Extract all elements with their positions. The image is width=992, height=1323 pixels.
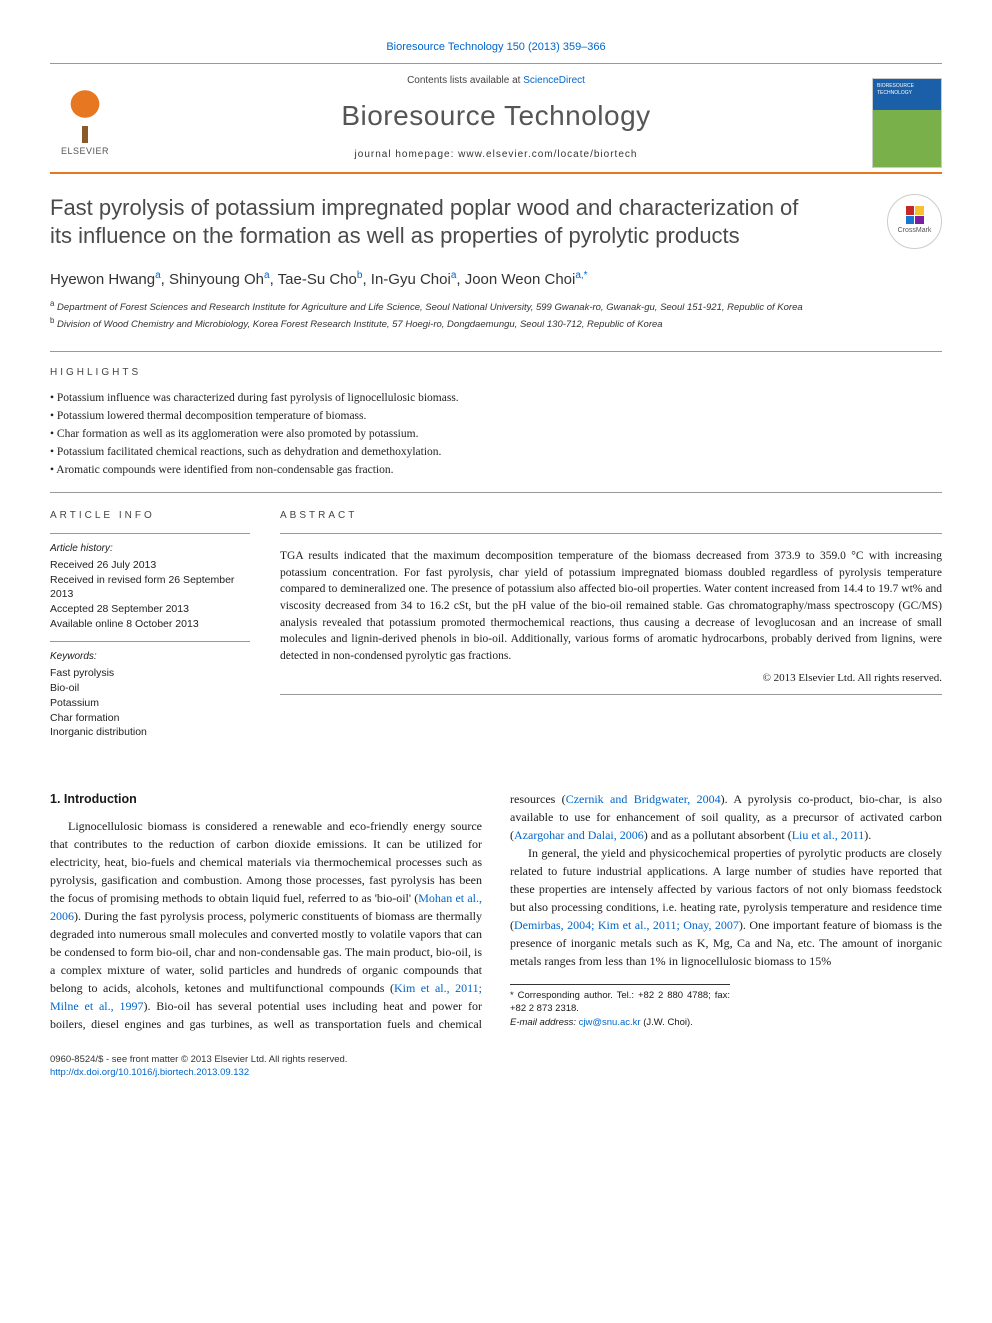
email-link[interactable]: cjw@snu.ac.kr: [579, 1017, 641, 1028]
copyright-line: © 2013 Elsevier Ltd. All rights reserved…: [280, 671, 942, 686]
publisher-logo[interactable]: ELSEVIER: [50, 83, 120, 163]
divider: [280, 694, 942, 695]
section-heading-intro: 1. Introduction: [50, 790, 482, 809]
footer-left: 0960-8524/$ - see front matter © 2013 El…: [50, 1053, 347, 1080]
journal-homepage: journal homepage: www.elsevier.com/locat…: [135, 148, 857, 162]
corresponding-author-footnote: * Corresponding author. Tel.: +82 2 880 …: [510, 984, 730, 1029]
article-info-label: ARTICLE INFO: [50, 509, 250, 523]
keywords-heading: Keywords:: [50, 650, 250, 664]
homepage-url[interactable]: www.elsevier.com/locate/biortech: [458, 149, 637, 160]
page-footer: 0960-8524/$ - see front matter © 2013 El…: [50, 1053, 942, 1080]
footnote-email: E-mail address: cjw@snu.ac.kr (J.W. Choi…: [510, 1016, 730, 1029]
footer-doi-link[interactable]: http://dx.doi.org/10.1016/j.biortech.201…: [50, 1066, 347, 1079]
article-info: ARTICLE INFO Article history: Received 2…: [50, 509, 250, 750]
highlights-list: Potassium influence was characterized du…: [50, 390, 942, 478]
abstract-label: ABSTRACT: [280, 509, 942, 523]
history-revised: Received in revised form 26 September 20…: [50, 573, 250, 602]
highlight-item: Potassium influence was characterized du…: [50, 390, 942, 406]
divider: [280, 533, 942, 534]
keyword: Char formation: [50, 711, 250, 726]
email-suffix: (J.W. Choi).: [641, 1017, 693, 1028]
divider: [50, 533, 250, 534]
citation-link[interactable]: Czernik and Bridgwater, 2004: [566, 792, 721, 806]
journal-header: ELSEVIER Contents lists available at Sci…: [50, 63, 942, 173]
header-center: Contents lists available at ScienceDirec…: [135, 74, 857, 171]
keywords-block: Keywords: Fast pyrolysis Bio-oil Potassi…: [50, 650, 250, 739]
citation-line: Bioresource Technology 150 (2013) 359–36…: [50, 40, 942, 55]
highlight-item: Potassium facilitated chemical reactions…: [50, 444, 942, 460]
crossmark-badge[interactable]: CrossMark: [887, 194, 942, 249]
elsevier-tree-icon: [60, 88, 110, 143]
info-abstract-row: ARTICLE INFO Article history: Received 2…: [50, 509, 942, 750]
author-list: Hyewon Hwanga, Shinyoung Oha, Tae-Su Cho…: [50, 269, 942, 290]
footnote-corr: * Corresponding author. Tel.: +82 2 880 …: [510, 989, 730, 1016]
contents-prefix: Contents lists available at: [407, 75, 523, 86]
email-label: E-mail address:: [510, 1017, 579, 1028]
highlight-item: Aromatic compounds were identified from …: [50, 462, 942, 478]
abstract-column: ABSTRACT TGA results indicated that the …: [280, 509, 942, 750]
citation-link[interactable]: Demirbas, 2004; Kim et al., 2011; Onay, …: [514, 918, 739, 932]
highlights-label: HIGHLIGHTS: [50, 366, 942, 380]
keyword: Inorganic distribution: [50, 725, 250, 740]
crossmark-label: CrossMark: [898, 226, 932, 236]
journal-cover-thumbnail[interactable]: BIORESOURCE TECHNOLOGY: [872, 78, 942, 168]
journal-name: Bioresource Technology: [135, 96, 857, 135]
contents-available: Contents lists available at ScienceDirec…: [135, 74, 857, 88]
highlight-item: Char formation as well as its agglomerat…: [50, 426, 942, 442]
history-received: Received 26 July 2013: [50, 558, 250, 573]
sciencedirect-link[interactable]: ScienceDirect: [523, 75, 585, 86]
citation-link[interactable]: Liu et al., 2011: [792, 828, 865, 842]
footer-issn-line: 0960-8524/$ - see front matter © 2013 El…: [50, 1053, 347, 1066]
article-history: Article history: Received 26 July 2013 R…: [50, 542, 250, 631]
divider: [50, 641, 250, 642]
divider: [50, 492, 942, 493]
article-page: Bioresource Technology 150 (2013) 359–36…: [0, 0, 992, 1119]
affiliation-a: a a Department of Forest Sciences and Re…: [50, 298, 942, 315]
keyword: Potassium: [50, 696, 250, 711]
body-text: 1. Introduction Lignocellulosic biomass …: [50, 790, 942, 1033]
history-online: Available online 8 October 2013: [50, 617, 250, 632]
keyword: Fast pyrolysis: [50, 666, 250, 681]
divider: [50, 351, 942, 352]
history-accepted: Accepted 28 September 2013: [50, 602, 250, 617]
citation-link[interactable]: Azargohar and Dalai, 2006: [514, 828, 644, 842]
abstract-text: TGA results indicated that the maximum d…: [280, 548, 942, 665]
affiliations: a a Department of Forest Sciences and Re…: [50, 298, 942, 333]
highlight-item: Potassium lowered thermal decomposition …: [50, 408, 942, 424]
article-title: Fast pyrolysis of potassium impregnated …: [50, 194, 810, 251]
title-block: Fast pyrolysis of potassium impregnated …: [50, 194, 942, 251]
crossmark-icon: [906, 206, 924, 224]
body-paragraph: In general, the yield and physicochemica…: [510, 844, 942, 970]
keyword: Bio-oil: [50, 681, 250, 696]
affiliation-b: b b Division of Wood Chemistry and Micro…: [50, 315, 942, 332]
history-heading: Article history:: [50, 542, 250, 556]
cover-title: BIORESOURCE TECHNOLOGY: [877, 83, 914, 96]
homepage-label: journal homepage:: [355, 149, 459, 160]
publisher-name: ELSEVIER: [61, 145, 109, 158]
body-text-run: ).: [864, 828, 871, 842]
highlights-section: HIGHLIGHTS Potassium influence was chara…: [50, 366, 942, 478]
body-text-run: ) and as a pollutant absorbent (: [644, 828, 792, 842]
